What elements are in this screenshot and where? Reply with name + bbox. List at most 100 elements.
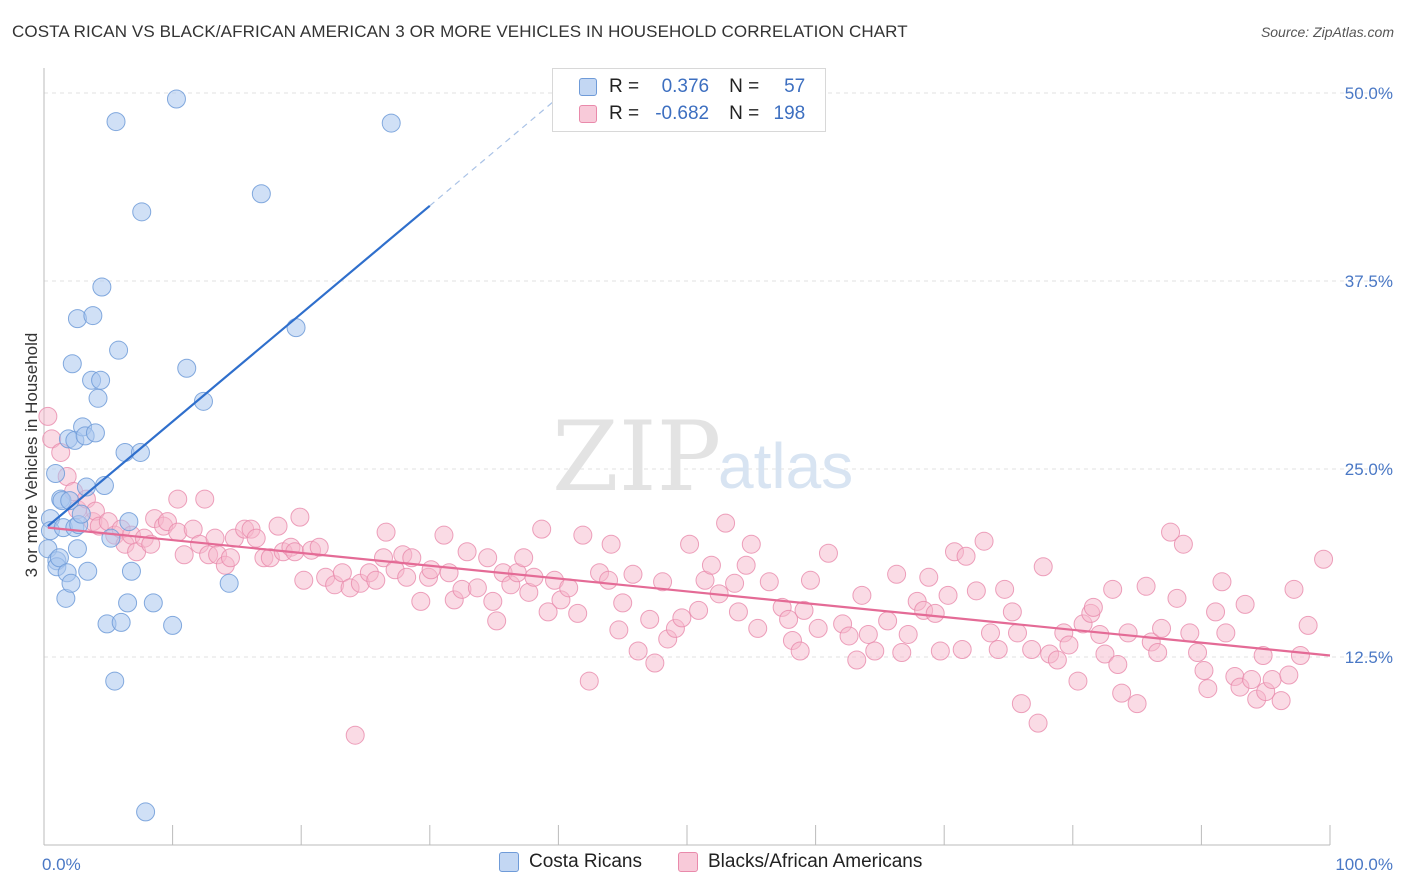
data-point-costa-ricans: [111, 612, 131, 632]
data-point-blacks: [1059, 635, 1079, 655]
data-point-costa-ricans: [49, 548, 69, 568]
data-point-blacks: [938, 585, 958, 605]
data-point-blacks: [1152, 618, 1172, 638]
y-tick-label: 25.0%: [1345, 460, 1393, 479]
data-point-blacks: [141, 534, 161, 554]
data-point-blacks: [794, 600, 814, 620]
series-costa-ricans-points: [38, 89, 401, 822]
data-point-blacks: [1298, 615, 1318, 635]
data-point-blacks: [988, 639, 1008, 659]
data-point-costa-ricans: [106, 112, 126, 132]
data-point-costa-ricans: [61, 573, 81, 593]
data-point-blacks: [759, 572, 779, 592]
data-point-blacks: [38, 406, 58, 426]
data-point-blacks: [1198, 679, 1218, 699]
data-point-blacks: [366, 570, 386, 590]
legend-row-blacks: R = -0.682 N = 198: [579, 101, 805, 127]
data-point-blacks: [800, 570, 820, 590]
data-point-blacks: [779, 609, 799, 629]
correlation-legend: R = 0.376 N = 57 R = -0.682 N = 198: [552, 68, 826, 132]
data-point-blacks: [532, 519, 552, 539]
data-point-blacks: [457, 542, 477, 562]
data-point-blacks: [925, 603, 945, 623]
data-point-blacks: [1047, 650, 1067, 670]
series-blacks-points: [38, 406, 1334, 745]
data-point-blacks: [892, 642, 912, 662]
data-point-costa-ricans: [101, 528, 121, 548]
data-point-blacks: [1008, 623, 1028, 643]
data-point-blacks: [268, 516, 288, 536]
data-point-blacks: [790, 641, 810, 661]
data-point-costa-ricans: [78, 561, 98, 581]
y-tick-label: 12.5%: [1345, 648, 1393, 667]
data-point-blacks: [919, 567, 939, 587]
data-point-blacks: [1028, 713, 1048, 733]
data-point-blacks: [1127, 694, 1147, 714]
data-point-blacks: [559, 578, 579, 598]
data-point-blacks: [1188, 642, 1208, 662]
data-point-blacks: [1011, 694, 1031, 714]
data-point-costa-ricans: [62, 354, 82, 374]
data-point-blacks: [467, 578, 487, 598]
data-point-costa-ricans: [105, 671, 125, 691]
legend-r-value: -0.682: [655, 103, 710, 124]
legend-item-blacks: Blacks/African Americans: [678, 851, 922, 873]
data-point-blacks: [956, 546, 976, 566]
data-point-blacks: [168, 489, 188, 509]
data-point-blacks: [1083, 597, 1103, 617]
data-point-blacks: [878, 611, 898, 631]
trend-lines: [47, 92, 1331, 657]
data-point-blacks: [1167, 588, 1187, 608]
data-point-blacks: [1108, 655, 1128, 675]
data-point-blacks: [345, 725, 365, 745]
legend-item-costa-ricans: Costa Ricans: [499, 851, 642, 873]
data-point-blacks: [716, 513, 736, 533]
data-point-blacks: [858, 624, 878, 644]
data-point-blacks: [613, 593, 633, 613]
data-point-blacks: [487, 611, 507, 631]
data-point-blacks: [952, 639, 972, 659]
data-point-blacks: [174, 545, 194, 565]
data-point-costa-ricans: [83, 306, 103, 326]
y-axis-label: 3 or more Vehicles in Household: [22, 333, 41, 578]
legend-label-costa-ricans: Costa Ricans: [529, 851, 642, 872]
watermark-atlas: atlas: [718, 430, 853, 502]
data-point-blacks: [609, 620, 629, 640]
data-point-costa-ricans: [136, 802, 156, 822]
data-point-blacks: [434, 525, 454, 545]
data-point-blacks: [246, 528, 266, 548]
data-point-costa-ricans: [46, 464, 66, 484]
data-point-blacks: [411, 591, 431, 611]
data-point-blacks: [1033, 557, 1053, 577]
data-point-costa-ricans: [251, 184, 271, 204]
data-point-blacks: [1279, 665, 1299, 685]
legend-swatch-blacks: [678, 852, 698, 872]
data-point-blacks: [680, 534, 700, 554]
data-point-blacks: [220, 548, 240, 568]
data-point-costa-ricans: [163, 615, 183, 635]
data-point-blacks: [865, 641, 885, 661]
data-point-blacks: [653, 572, 673, 592]
data-point-costa-ricans: [88, 388, 108, 408]
data-point-blacks: [1136, 576, 1156, 596]
data-point-blacks: [1112, 683, 1132, 703]
data-point-blacks: [728, 602, 748, 622]
data-point-blacks: [852, 585, 872, 605]
data-point-blacks: [1180, 623, 1200, 643]
legend-swatch-blacks: [579, 105, 597, 123]
data-point-blacks: [966, 581, 986, 601]
data-point-blacks: [1271, 691, 1291, 711]
data-point-costa-ricans: [193, 391, 213, 411]
source-credit: Source: ZipAtlas.com: [1260, 24, 1394, 40]
legend-r-value: 0.376: [661, 76, 710, 97]
data-point-blacks: [483, 591, 503, 611]
data-point-blacks: [1148, 642, 1168, 662]
watermark: ZIP atlas: [552, 401, 853, 513]
data-point-blacks: [645, 653, 665, 673]
data-point-blacks: [736, 555, 756, 575]
data-point-blacks: [599, 570, 619, 590]
data-point-costa-ricans: [132, 202, 152, 222]
data-point-blacks: [601, 534, 621, 554]
data-point-blacks: [579, 671, 599, 691]
data-point-blacks: [980, 623, 1000, 643]
